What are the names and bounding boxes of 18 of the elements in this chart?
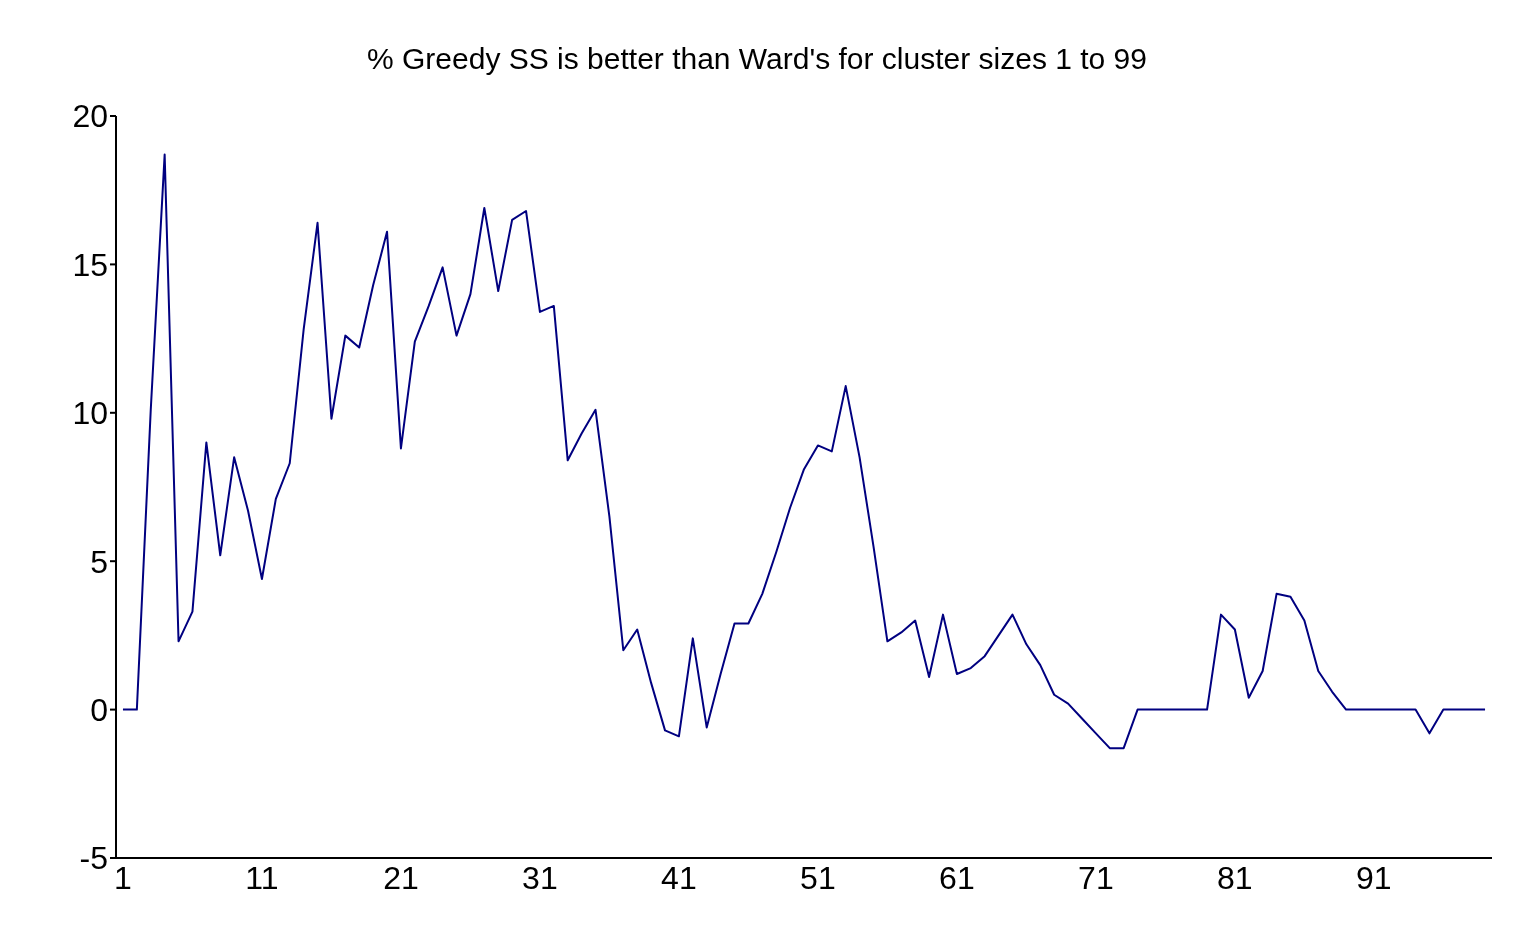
x-tick-label: 71 [1078, 859, 1114, 896]
x-tick-label: 11 [245, 859, 279, 896]
chart-title: % Greedy SS is better than Ward's for cluster sizes 1 to 99 [366, 41, 1148, 77]
x-tick-label: 61 [939, 859, 975, 896]
y-tick-label: -5 [79, 840, 108, 877]
x-tick-label: 21 [383, 859, 419, 896]
line-series [121, 153, 1487, 750]
x-tick-label: 31 [522, 859, 558, 896]
y-tick-label: 5 [90, 543, 108, 580]
x-tick-label: 81 [1217, 859, 1253, 896]
x-tick-label: 91 [1356, 859, 1392, 896]
x-tick-label: 51 [800, 859, 836, 896]
y-tick-label: 15 [72, 246, 108, 283]
y-tick-label: 0 [90, 691, 108, 728]
y-tick-label: 10 [72, 395, 108, 432]
x-tick-label: 41 [661, 859, 697, 896]
x-tick-label: 1 [114, 859, 132, 896]
y-tick-label: 20 [72, 98, 108, 135]
